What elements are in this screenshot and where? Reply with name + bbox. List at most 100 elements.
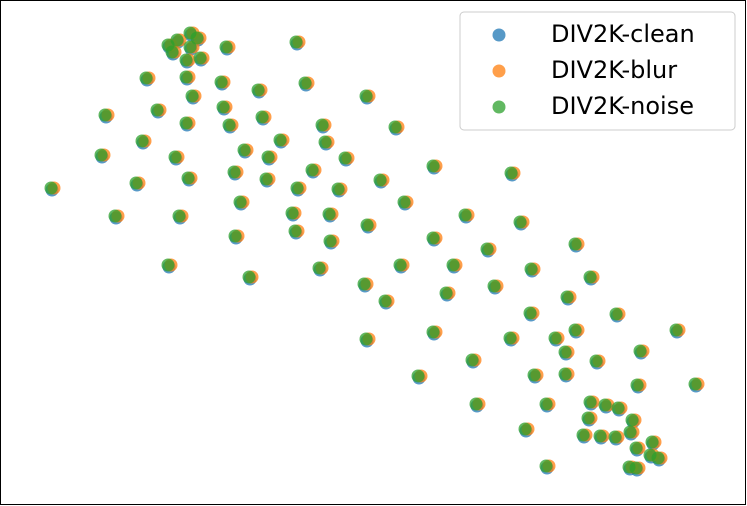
point [315,118,329,132]
point [183,40,197,54]
point [568,323,582,337]
point [214,75,228,89]
point [285,206,299,220]
point [94,148,108,162]
point [261,150,275,164]
point [633,344,647,358]
point [312,261,326,275]
point [388,120,402,134]
point [439,286,453,300]
legend-marker [492,64,506,78]
point [331,182,345,196]
point [359,332,373,346]
point [609,307,623,321]
point [150,103,164,117]
point [458,208,472,222]
point [323,234,337,248]
point [255,110,269,124]
point [357,277,371,291]
point [623,425,637,439]
point [139,71,153,85]
point [289,35,303,49]
point [233,195,247,209]
legend-label: DIV2K-noise [551,92,694,120]
point [179,70,193,84]
point [338,151,352,165]
point [185,89,199,103]
legend-marker [492,100,506,114]
point [583,395,597,409]
point [583,270,597,284]
point [193,51,207,65]
point [290,181,304,195]
point [487,279,501,293]
point [645,435,659,449]
point [688,377,702,391]
point [129,176,143,190]
point [630,378,644,392]
point [518,422,532,436]
point [359,89,373,103]
point [135,134,149,148]
point [378,294,392,308]
point [288,224,302,238]
point [397,195,411,209]
point [608,430,622,444]
point [318,135,332,149]
legend-label: DIV2K-blur [551,56,677,84]
point [527,368,541,382]
point [228,229,242,243]
point [469,397,483,411]
point [669,323,683,337]
point [179,53,193,67]
point [611,401,625,415]
point [622,460,636,474]
point [539,459,553,473]
point [480,242,494,256]
point [524,262,538,276]
point [598,398,612,412]
point [168,150,182,164]
point [259,172,273,186]
point [558,345,572,359]
point [393,258,407,272]
point [625,413,639,427]
point [426,325,440,339]
point [219,40,233,54]
points [44,26,705,477]
point [465,353,479,367]
point [237,143,251,157]
point [523,306,537,320]
point [305,163,319,177]
point [539,397,553,411]
point [108,209,122,223]
point [216,100,230,114]
point [98,108,112,122]
point [165,45,179,59]
point [446,258,460,272]
point [222,118,236,132]
point [503,331,517,345]
point [161,258,175,272]
point [273,133,287,147]
point [373,173,387,187]
point [179,116,193,130]
legend-label: DIV2K-clean [551,20,695,48]
legend: DIV2K-clean DIV2K-blur DIV2K-noise [459,11,736,131]
point [560,290,574,304]
point [190,31,204,45]
point [548,331,562,345]
point [360,218,374,232]
point [172,209,186,223]
point [227,165,241,179]
point [322,207,336,221]
point [242,270,256,284]
point [558,367,572,381]
point [170,33,184,47]
point [251,83,265,97]
point [513,215,527,229]
point [593,429,607,443]
point [629,441,643,455]
point [181,171,195,185]
